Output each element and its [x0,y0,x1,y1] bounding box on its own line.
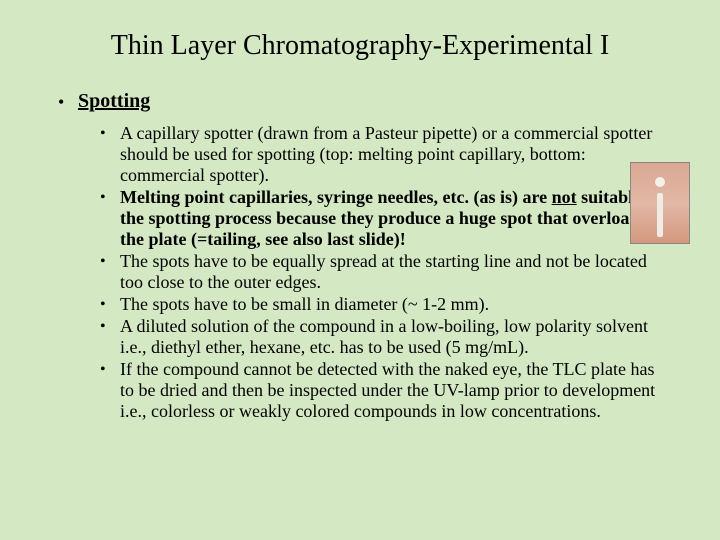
bullet-dot: • [98,316,120,337]
sub-bullet-item: •A diluted solution of the compound in a… [98,316,672,358]
section-heading-row: • Spotting [56,90,672,119]
spotter-image [630,162,690,244]
sub-bullet-item: •The spots have to be equally spread at … [98,251,672,293]
bullet-dot: • [56,90,78,114]
bullet-dot: • [98,251,120,272]
slide: Thin Layer Chromatography-Experimental I… [0,0,720,540]
sub-bullet-item: •The spots have to be small in diameter … [98,294,672,315]
sub-bullet-text: The spots have to be equally spread at t… [120,251,672,293]
sub-bullet-text: The spots have to be small in diameter (… [120,294,672,315]
sub-bullet-list: •A capillary spotter (drawn from a Paste… [98,123,672,422]
bullet-dot: • [98,123,120,144]
sub-bullet-text: If the compound cannot be detected with … [120,359,672,422]
bullet-dot: • [98,294,120,315]
sub-bullet-text: A diluted solution of the compound in a … [120,316,672,358]
bullet-dot: • [98,187,120,208]
section: • Spotting •A capillary spotter (drawn f… [56,90,672,422]
bullet-dot: • [98,359,120,380]
sub-bullet-text: A capillary spotter (drawn from a Pasteu… [120,123,672,186]
sub-bullet-text: Melting point capillaries, syringe needl… [120,187,672,250]
sub-bullet-item: •If the compound cannot be detected with… [98,359,672,422]
sub-bullet-item: •A capillary spotter (drawn from a Paste… [98,123,672,186]
slide-title: Thin Layer Chromatography-Experimental I [48,30,672,62]
section-heading: Spotting [78,90,150,113]
sub-bullet-item: •Melting point capillaries, syringe need… [98,187,672,250]
